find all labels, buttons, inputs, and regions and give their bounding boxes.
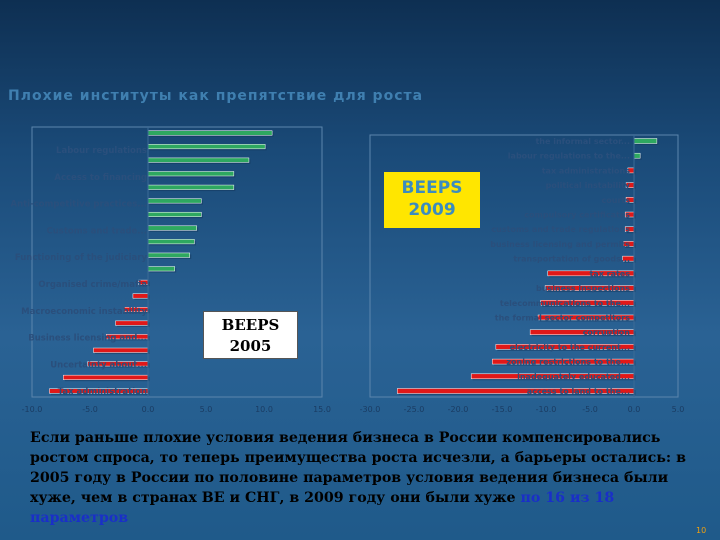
category-label: Labour regulations — [56, 146, 147, 156]
caption-main-text: Если раньше плохие условия ведения бизне… — [30, 430, 686, 506]
x-tick-label: 15.0 — [313, 405, 331, 414]
category-label: Access to financing — [54, 173, 147, 183]
chart-beeps-2009: -30.0 -25.0 -20.0 -15.0 -10.0 -5.0 0.0 5.0 the i… — [360, 134, 685, 414]
category-label: Tax administration — [58, 387, 147, 397]
category-label: electricity to the current... — [510, 343, 630, 352]
category-label: compulsory certificates — [524, 211, 630, 220]
bar — [147, 184, 235, 190]
category-label: inadequately educated... — [517, 372, 630, 381]
category-label: corruption — [583, 328, 631, 337]
beeps-2009-badge: BEEPS 2009 — [384, 172, 480, 228]
bar — [147, 198, 202, 204]
x-tick-label: -10.0 — [22, 405, 43, 414]
category-label: Organised crime/mafia — [38, 280, 147, 290]
x-tick-label: 10.0 — [255, 405, 273, 414]
bar — [147, 266, 175, 272]
x-tick-label: -5.0 — [82, 405, 98, 414]
x-tick-label: -20.0 — [448, 405, 469, 414]
x-tick-label: -10.0 — [536, 405, 557, 414]
category-label: courts — [602, 196, 631, 205]
category-label: tax administrations — [542, 166, 630, 175]
badge-2009-line2: 2009 — [408, 200, 456, 220]
bar — [93, 347, 149, 353]
category-label: telecommunications to the... — [500, 299, 630, 308]
x-tick-label: 0.0 — [628, 405, 641, 414]
plot-area — [369, 134, 679, 398]
category-label: zoning restrictions to the... — [506, 358, 630, 367]
slide-title: Плохие институты как препятствие для рос… — [8, 88, 424, 104]
page-number: 10 — [696, 526, 707, 535]
caption-highlight-text: по 16 из 18 параметров — [30, 490, 615, 526]
badge-2005-line1: BEEPS — [221, 316, 280, 334]
slide-caption: Если раньше плохие условия ведения бизне… — [30, 428, 705, 528]
bar — [633, 138, 658, 144]
bar — [147, 239, 195, 245]
plot-area — [31, 126, 323, 398]
bar — [147, 130, 273, 136]
bar — [115, 320, 149, 326]
category-label: Anti-competitive practices... — [10, 200, 147, 210]
x-tick-label: 0.0 — [142, 405, 155, 414]
badge-2009-line1: BEEPS — [401, 178, 463, 198]
category-label: transportation of goods... — [513, 255, 630, 264]
x-tick-label: -15.0 — [492, 405, 513, 414]
category-label: business inspections — [536, 284, 630, 293]
category-label: access to land to the... — [527, 387, 630, 396]
category-label: Customs and trade... — [47, 226, 148, 236]
category-label: the informal sector... — [535, 137, 630, 146]
bar — [147, 157, 250, 163]
bar — [147, 225, 197, 231]
bar — [633, 152, 641, 159]
category-label: tax rates — [589, 269, 630, 278]
x-tick-label: 5.0 — [200, 405, 213, 414]
category-label: Functioning of the judiciary — [15, 253, 148, 263]
bar — [147, 171, 235, 177]
x-tick-label: 5.0 — [672, 405, 685, 414]
x-tick-label: -5.0 — [582, 405, 598, 414]
category-label: Macroeconomic instability — [21, 307, 147, 317]
badge-2005-line2: 2005 — [229, 337, 272, 355]
category-label: Business licensing and... — [28, 334, 147, 344]
beeps-2005-badge: BEEPS 2005 — [203, 311, 298, 359]
category-label: business licensing and permits — [490, 240, 630, 249]
category-label: labour regulations to the... — [508, 152, 630, 161]
bar — [147, 144, 266, 150]
bar — [147, 211, 202, 217]
category-label: Uncertainty about... — [50, 360, 147, 370]
category-label: political instability — [546, 181, 631, 190]
bar — [63, 374, 149, 380]
x-tick-label: -25.0 — [404, 405, 425, 414]
bar — [132, 293, 149, 299]
bar — [147, 252, 191, 258]
chart-beeps-2005: -10.0 -5.0 0.0 5.0 10.0 15.0 Labour regulation… — [10, 126, 331, 414]
x-tick-label: -30.0 — [360, 405, 381, 414]
category-label: the formal sector competitors — [495, 313, 630, 322]
category-label: customs and trade regulations — [491, 225, 630, 234]
